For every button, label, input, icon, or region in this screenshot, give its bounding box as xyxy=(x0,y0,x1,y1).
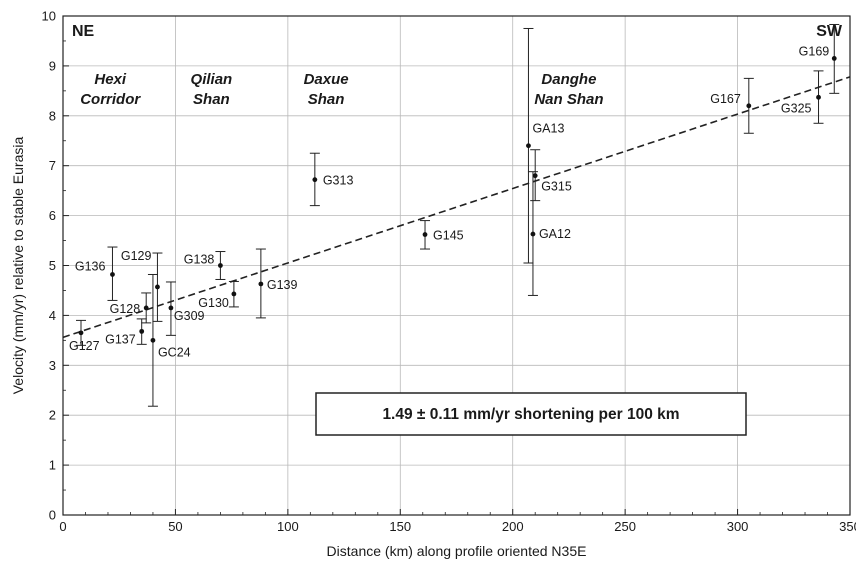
x-tick-label: 0 xyxy=(59,519,66,534)
point-label-g129: G129 xyxy=(121,249,152,263)
region-label-line2: Shan xyxy=(308,91,345,108)
y-tick-label: 7 xyxy=(49,158,56,173)
data-point-g315 xyxy=(532,173,538,179)
y-tick-label: 10 xyxy=(42,9,56,24)
point-label-g130: G130 xyxy=(198,296,229,310)
x-tick-label: 150 xyxy=(389,519,411,534)
y-tick-label: 1 xyxy=(49,458,56,473)
data-point-g325 xyxy=(816,94,821,100)
trend-line-group xyxy=(62,76,851,339)
annotation-box xyxy=(315,392,747,436)
data-point-g313 xyxy=(312,177,318,183)
y-tick-label: 0 xyxy=(49,508,56,523)
region-label-line1: Daxue xyxy=(304,71,349,88)
x-tick-label: 100 xyxy=(277,519,299,534)
point-label-g128: G128 xyxy=(110,302,141,316)
y-tick-label: 8 xyxy=(49,108,56,123)
data-point-gc24 xyxy=(150,337,156,343)
data-point-g129 xyxy=(155,284,160,290)
data-point-g138 xyxy=(218,263,223,268)
trend-line xyxy=(62,76,851,339)
point-label-g309: G309 xyxy=(174,309,205,323)
point-label-g136: G136 xyxy=(75,259,106,273)
x-tick-label: 250 xyxy=(614,519,636,534)
data-point-g145 xyxy=(422,232,428,237)
point-labels: G127 G136 G137 G128 GC24 G129 G309 G138 G130 G139… xyxy=(69,44,829,359)
y-tick-label: 6 xyxy=(49,208,56,223)
axis-ticks: 0 50 100 150 200 250 300 350 0 1 2 3 4 5 6 7 8 9 10 xyxy=(42,9,856,535)
point-label-g127: G127 xyxy=(69,339,100,353)
region-label-line2: Nan Shan xyxy=(534,91,603,108)
point-label-ga12: GA12 xyxy=(539,227,571,241)
corner-label-sw: SW xyxy=(816,23,843,40)
data-point-ga12 xyxy=(530,231,536,237)
point-label-g139: G139 xyxy=(267,278,298,292)
y-tick-label: 3 xyxy=(49,358,56,373)
shortening-rate-annotation: 1.49 ± 0.11 mm/yr shortening per 100 km xyxy=(315,392,747,436)
point-label-g167: G167 xyxy=(710,92,741,106)
y-axis-title: Velocity (mm/yr) relative to stable Eura… xyxy=(10,137,26,395)
data-point-g139 xyxy=(258,281,264,287)
point-label-g145: G145 xyxy=(433,229,464,243)
region-label-line1: Hexi xyxy=(94,71,127,88)
y-tick-label: 9 xyxy=(49,58,56,73)
point-label-g325: G325 xyxy=(781,101,812,115)
x-tick-label: 350 xyxy=(839,519,856,534)
x-tick-label: 300 xyxy=(727,519,749,534)
data-point-g137 xyxy=(139,328,145,334)
point-label-gc24: GC24 xyxy=(158,345,191,359)
data-point-g130 xyxy=(231,291,237,297)
point-label-g169: G169 xyxy=(799,44,830,58)
region-label-line1: Danghe xyxy=(541,71,596,88)
point-label-g138: G138 xyxy=(184,253,215,267)
x-axis-title: Distance (km) along profile oriented N35… xyxy=(327,543,587,559)
corner-label-ne: NE xyxy=(72,23,95,40)
region-labels: Hexi Corridor Qilian Shan Daxue Shan Danghe Nan… xyxy=(80,71,603,108)
data-point-g309 xyxy=(168,305,174,311)
region-label-line1: Qilian xyxy=(191,71,233,88)
data-point-g169 xyxy=(831,56,837,61)
data-point-g167 xyxy=(746,103,752,109)
point-label-ga13: GA13 xyxy=(532,122,564,136)
data-point-ga13 xyxy=(526,143,531,149)
point-label-g315: G315 xyxy=(541,180,572,194)
data-point-g136 xyxy=(110,272,115,277)
y-tick-label: 4 xyxy=(49,308,56,323)
region-label-line2: Shan xyxy=(193,91,230,108)
y-tick-label: 5 xyxy=(49,258,56,273)
data-points xyxy=(78,56,837,343)
x-tick-label: 50 xyxy=(168,519,182,534)
region-label-line2: Corridor xyxy=(80,91,141,108)
y-tick-label: 2 xyxy=(49,408,56,423)
annotation-text: 1.49 ± 0.11 mm/yr shortening per 100 km xyxy=(382,406,679,423)
grid xyxy=(62,15,851,516)
data-point-g127 xyxy=(78,330,84,336)
point-label-g313: G313 xyxy=(323,174,354,188)
x-tick-label: 200 xyxy=(502,519,524,534)
point-label-g137: G137 xyxy=(105,332,136,346)
data-point-g128 xyxy=(143,305,149,311)
